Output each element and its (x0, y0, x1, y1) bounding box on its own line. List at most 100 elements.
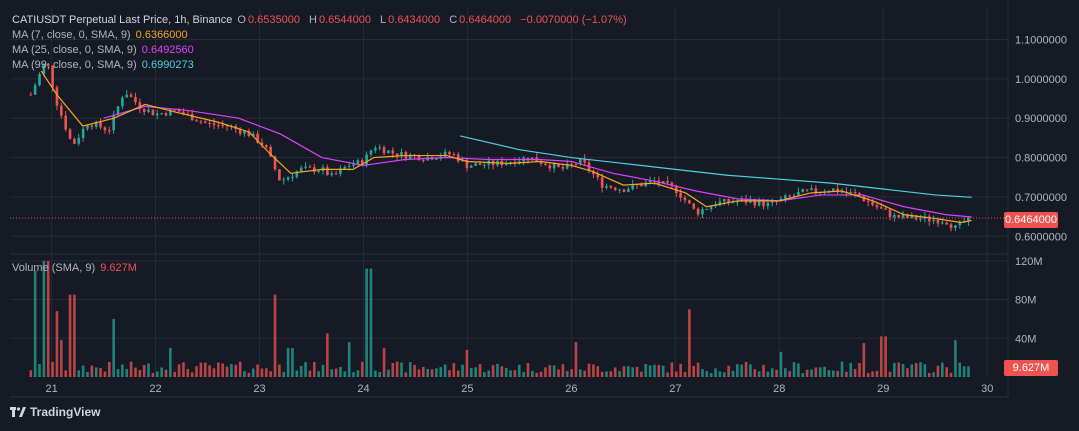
volume-bar (347, 342, 351, 377)
volume-bar (661, 365, 665, 377)
candle-body (121, 97, 124, 107)
candle-body (260, 142, 264, 146)
candle-body (831, 188, 835, 192)
candle-body (504, 163, 508, 166)
volume-bar (221, 363, 224, 377)
volume-bar (596, 366, 600, 377)
volume-bar (382, 347, 386, 377)
volume-bar (500, 366, 504, 377)
volume-bar (587, 363, 591, 377)
volume-bar (788, 371, 791, 377)
volume-bar (770, 368, 774, 377)
candle-body (330, 173, 334, 176)
volume-bar (701, 369, 704, 377)
volume-bar (609, 371, 613, 377)
indicator-ma99[interactable]: MA (99, close, 0, SMA, 9) 0.6990273 (12, 58, 196, 73)
high-label: H (309, 14, 317, 26)
indicator-ma25[interactable]: MA (25, close, 0, SMA, 9) 0.6492560 (12, 43, 196, 58)
candle-body (548, 165, 552, 169)
indicator-ma7[interactable]: MA (7, close, 0, SMA, 9) 0.6366000 (12, 28, 190, 43)
volume-bar (68, 294, 72, 377)
volume-bar (317, 371, 320, 377)
candle-body (400, 152, 403, 157)
volume-bar (107, 361, 111, 377)
volume-bar (304, 362, 307, 377)
candle-body (422, 160, 425, 162)
volume-bar (644, 363, 648, 377)
tradingview-brand[interactable]: TradingView (10, 405, 100, 419)
candle-body (42, 63, 46, 75)
volume-bar (86, 372, 89, 377)
candle-body (273, 156, 277, 170)
candle-body (134, 96, 137, 103)
volume-bar (565, 371, 569, 377)
volume-bar (762, 364, 765, 377)
candle-body (640, 184, 643, 187)
candle-body (967, 217, 970, 222)
candle-body (705, 209, 709, 211)
volume-bar (605, 371, 608, 377)
candle-body (539, 161, 543, 164)
volume-bar (199, 362, 203, 377)
candle-body (147, 109, 150, 112)
candle-body (688, 200, 691, 204)
volume-bar (775, 369, 778, 377)
volume-bar (544, 367, 547, 377)
candle-body (949, 224, 953, 229)
candle-body (94, 122, 98, 127)
volume-bar (810, 369, 813, 377)
candle-body (701, 209, 704, 215)
candle-body (709, 206, 713, 210)
candle-body (160, 113, 163, 115)
candle-body (90, 125, 94, 127)
volume-bar (125, 368, 129, 377)
volume-bar (561, 364, 565, 377)
volume-bar (391, 362, 395, 377)
volume-bar (914, 363, 918, 377)
volume-bar (779, 351, 783, 377)
volume-bar (583, 370, 586, 377)
candle-body (579, 158, 582, 165)
volume-bar (862, 343, 866, 377)
volume-legend[interactable]: Volume (SMA, 9) 9.627M (12, 261, 139, 276)
volume-bar (129, 361, 133, 377)
volume-bar (169, 347, 172, 377)
candle-body (374, 148, 377, 151)
price-tick-label: 0.8000000 (1015, 153, 1067, 165)
candle-body (714, 205, 717, 207)
candle-body (169, 109, 172, 116)
volume-bar (736, 364, 739, 377)
volume-bar (190, 372, 194, 377)
volume-bar (618, 371, 621, 377)
volume-bar (208, 365, 211, 377)
volume-bar (51, 361, 54, 377)
volume-bar (496, 363, 499, 377)
volume-bar (831, 370, 835, 377)
candle-body (627, 189, 630, 192)
volume-bar (369, 268, 373, 377)
volume-bar (339, 367, 342, 377)
volume-bar (570, 369, 573, 377)
volume-bar (443, 364, 447, 377)
volume-bar (875, 370, 879, 377)
volume-bar (910, 364, 914, 377)
volume-bar (526, 363, 530, 377)
volume-bar (343, 371, 347, 377)
volume-bar (29, 370, 33, 377)
volume-bar (308, 370, 312, 377)
volume-bar (469, 367, 473, 377)
candle-body (875, 205, 879, 208)
candle-body (762, 200, 765, 207)
candle-body (465, 159, 469, 168)
volume-bar (230, 364, 233, 377)
volume-bar (531, 371, 534, 377)
volume-bar (640, 371, 643, 377)
candle-body (613, 187, 617, 190)
candle-body (731, 202, 735, 204)
volume-bar (692, 365, 696, 377)
volume-bar (474, 367, 477, 377)
volume-bar (356, 370, 360, 377)
candle-body (692, 203, 696, 209)
volume-bar (243, 371, 246, 377)
